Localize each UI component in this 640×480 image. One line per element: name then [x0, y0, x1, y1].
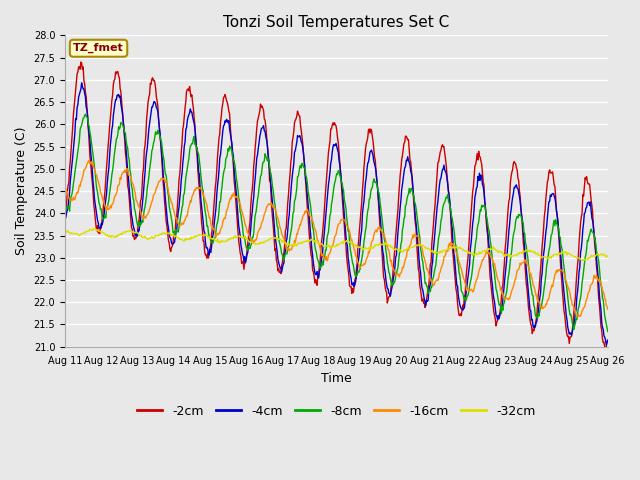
Title: Tonzi Soil Temperatures Set C: Tonzi Soil Temperatures Set C: [223, 15, 449, 30]
Text: TZ_fmet: TZ_fmet: [73, 43, 124, 53]
Legend: -2cm, -4cm, -8cm, -16cm, -32cm: -2cm, -4cm, -8cm, -16cm, -32cm: [132, 400, 541, 423]
X-axis label: Time: Time: [321, 372, 352, 385]
Y-axis label: Soil Temperature (C): Soil Temperature (C): [15, 127, 28, 255]
